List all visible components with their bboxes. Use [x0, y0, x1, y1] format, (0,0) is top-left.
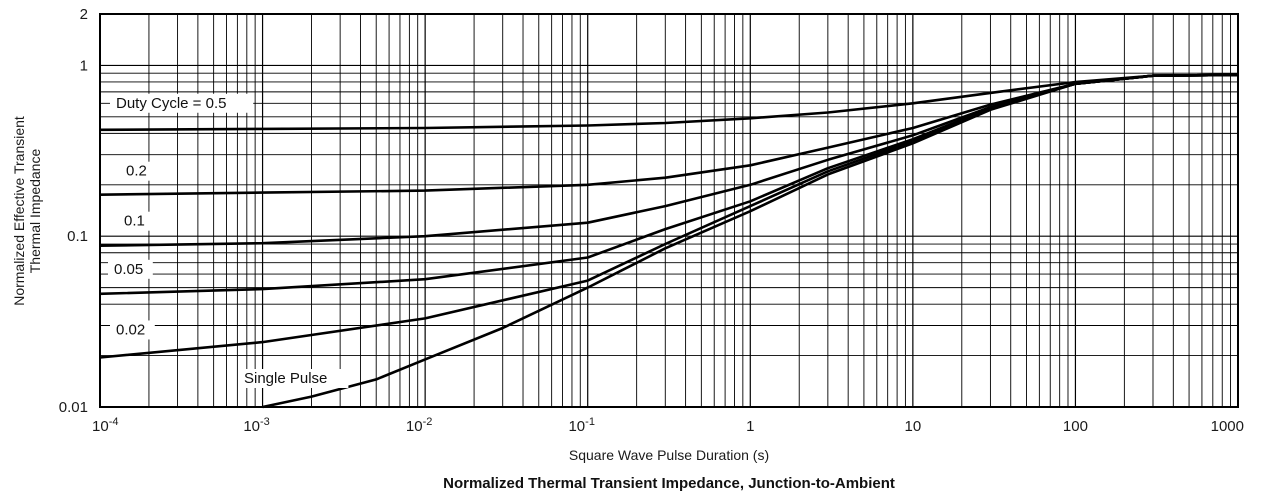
curve-label-text: Single Pulse: [244, 370, 327, 387]
x-tick-label: 1000: [1211, 418, 1244, 435]
series-line-1: [99, 73, 1239, 196]
curve-label-4: 0.02: [110, 320, 155, 340]
curve-label-bg: [118, 211, 155, 231]
grid-lines: [100, 14, 1238, 407]
curve-label-text: Duty Cycle = 0.5: [116, 95, 226, 112]
curve-label-bg: [120, 161, 157, 181]
curve-label-text: 0.2: [126, 163, 147, 180]
curve-label-0: Duty Cycle = 0.5: [110, 93, 254, 113]
curve-labels: Duty Cycle = 0.5 0.2 0.1 0.05 0.02 Single Pul…: [108, 93, 349, 388]
x-axis-title: Square Wave Pulse Duration (s): [569, 447, 769, 463]
curve-label-5: Single Pulse: [238, 369, 349, 388]
chart-title: Normalized Thermal Transient Impedance, …: [443, 475, 895, 492]
curve-label-text: 0.1: [124, 213, 145, 230]
series-line-0: [99, 73, 1239, 132]
y-tick-label: 2: [80, 6, 88, 23]
y-tick-label: 0.01: [59, 399, 88, 416]
x-tick-label: 100: [1063, 418, 1088, 435]
series-line-2: [99, 73, 1239, 247]
x-tick-label: 1: [746, 418, 754, 435]
y-tick-labels: 2 1 0.1 0.01: [59, 6, 88, 416]
curve-label-bg: [110, 93, 254, 113]
x-tick-label: 10: [905, 418, 922, 435]
curve-label-bg: [238, 369, 349, 388]
y-axis-title: Normalized Effective Transient Thermal I…: [11, 116, 43, 306]
plot-frame: [99, 13, 1239, 408]
x-tick-label: 10-3: [243, 416, 269, 435]
series-layer: [99, 73, 1239, 409]
curve-label-2: 0.1: [118, 211, 155, 231]
x-tick-label: 10-4: [92, 416, 118, 435]
series-line-5: [262, 73, 1239, 409]
curve-label-bg: [108, 259, 153, 279]
curve-label-1: 0.2: [120, 161, 157, 181]
y-tick-label: 0.1: [67, 228, 88, 245]
y-axis-title-line2: Thermal Impedance: [27, 149, 43, 274]
curve-label-bg: [110, 320, 155, 340]
curve-label-text: 0.02: [116, 321, 145, 338]
x-tick-labels: 10-4 10-3 10-2 10-1 1 10 100 1000: [92, 416, 1244, 435]
series-line-4: [99, 73, 1239, 359]
y-tick-label: 1: [80, 57, 88, 74]
curve-label-3: 0.05: [108, 259, 153, 279]
x-tick-label: 10-1: [568, 416, 594, 435]
y-axis-title-line1: Normalized Effective Transient: [11, 116, 27, 306]
curve-label-text: 0.05: [114, 261, 143, 278]
x-tick-label: 10-2: [406, 416, 432, 435]
